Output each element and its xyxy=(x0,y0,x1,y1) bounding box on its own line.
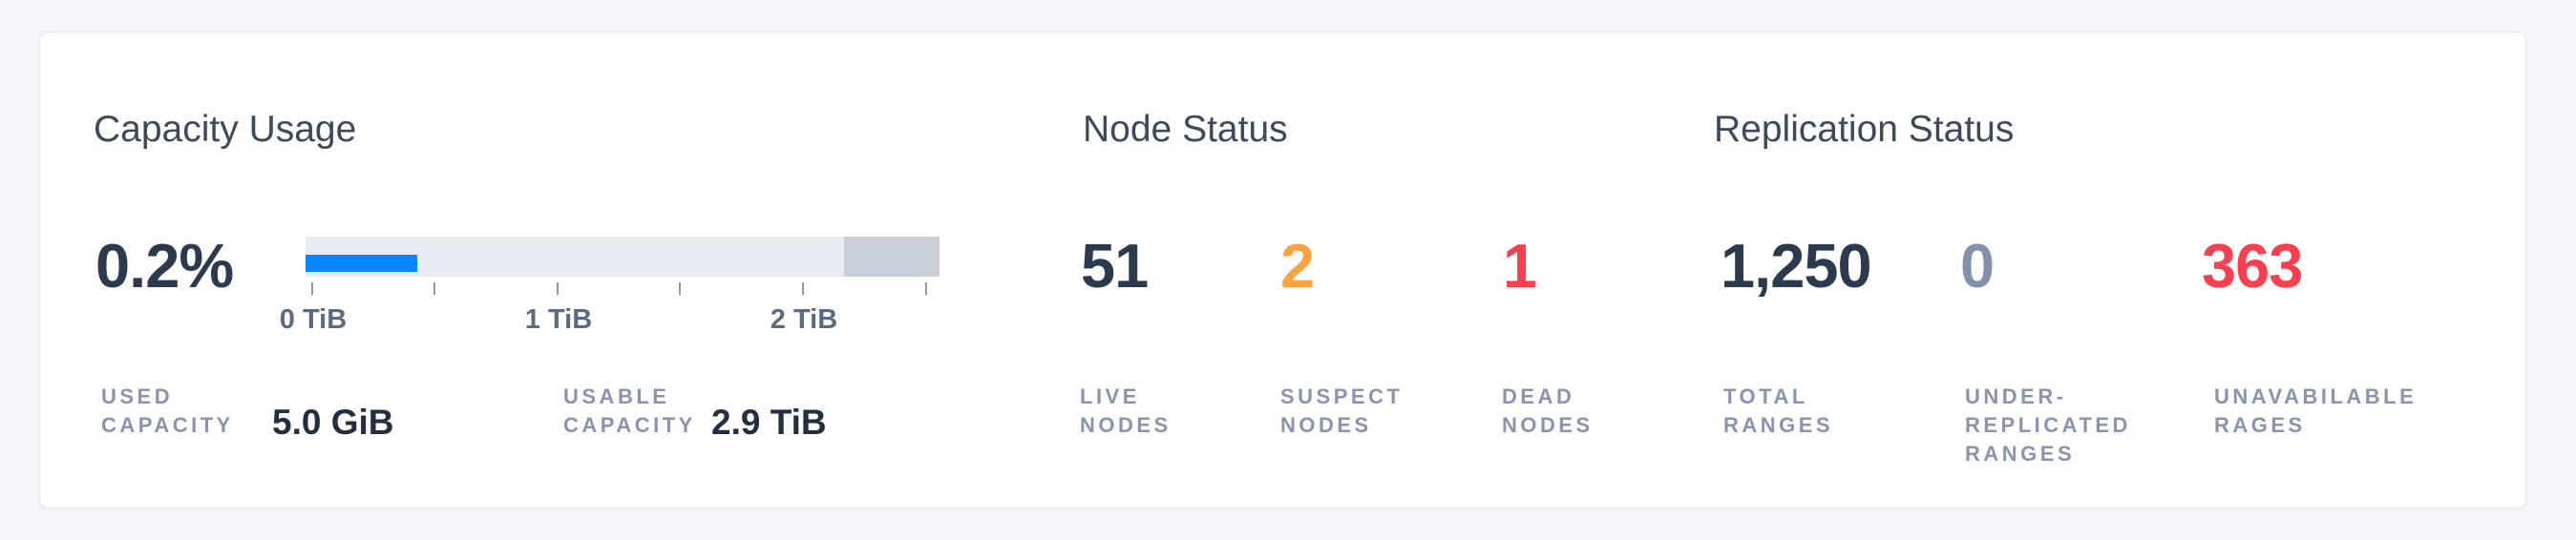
axis-tick xyxy=(557,282,559,295)
axis-tick xyxy=(802,282,804,295)
suspect-nodes-value: 2 xyxy=(1280,231,1315,301)
axis-tick xyxy=(311,282,313,295)
usable-capacity-value: 2.9 TiB xyxy=(711,403,827,442)
axis-tick-label: 1 TiB xyxy=(524,304,593,335)
axis-tick xyxy=(925,282,927,295)
capacity-used-percent: 0.2% xyxy=(95,231,234,301)
axis-tick xyxy=(679,282,681,295)
used-capacity-label: USED CAPACITY xyxy=(101,384,234,437)
usable-capacity-label: USABLE CAPACITY xyxy=(563,384,696,437)
unavailable-ranges-label: UNAVABILABLE RAGES xyxy=(2214,384,2418,437)
axis-tick-label: 2 TiB xyxy=(770,304,838,335)
live-nodes-label: LIVE NODES xyxy=(1080,384,1172,437)
total-ranges-label: TOTAL RANGES xyxy=(1723,384,1834,437)
total-ranges-value: 1,250 xyxy=(1721,231,1872,301)
capacity-usage-title: Capacity Usage xyxy=(94,109,357,150)
capacity-bar-reserved-zone xyxy=(844,237,940,277)
under-replicated-ranges-label: UNDER- REPLICATED RANGES xyxy=(1965,384,2131,466)
axis-tick xyxy=(433,282,435,295)
under-replicated-ranges-value: 0 xyxy=(1960,231,1995,301)
dead-nodes-label: DEAD NODES xyxy=(1502,384,1594,437)
capacity-bar-used xyxy=(306,255,417,272)
suspect-nodes-label: SUSPECT NODES xyxy=(1280,384,1404,437)
capacity-bar-track xyxy=(306,237,940,277)
axis-tick-label: 0 TiB xyxy=(279,304,348,335)
unavailable-ranges-value: 363 xyxy=(2202,231,2303,301)
cluster-summary-card: Capacity Usage 0.2% 0 TiB 1 TiB 2 TiB US… xyxy=(39,31,2526,509)
replication-status-title: Replication Status xyxy=(1714,109,2015,150)
node-status-title: Node Status xyxy=(1083,109,1288,150)
used-capacity-value: 5.0 GiB xyxy=(272,403,394,442)
live-nodes-value: 51 xyxy=(1081,231,1149,301)
dead-nodes-value: 1 xyxy=(1503,231,1537,301)
